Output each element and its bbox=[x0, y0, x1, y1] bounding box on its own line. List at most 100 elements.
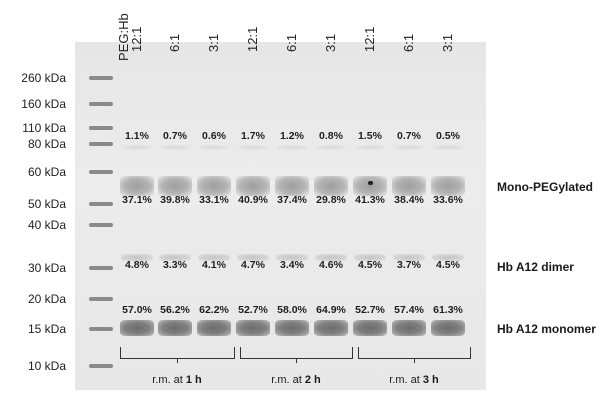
pct-dimer: 3.4% bbox=[280, 259, 304, 271]
ladder-label: 30 kDa bbox=[27, 261, 66, 275]
band-dimer bbox=[237, 254, 269, 261]
pct-dimer: 4.5% bbox=[436, 259, 460, 271]
pct-mono-pegylated: 37.1% bbox=[122, 194, 152, 206]
pct-monomer: 52.7% bbox=[238, 304, 268, 316]
band-high-mw bbox=[355, 145, 385, 150]
monomer-label: Hb A12 monomer bbox=[497, 322, 596, 336]
group-label: r.m. at 2 h bbox=[241, 375, 351, 386]
band-high-mw bbox=[394, 145, 424, 150]
band-mono-pegylated bbox=[236, 176, 270, 196]
band-mono-pegylated bbox=[275, 176, 309, 196]
dimer-label: Hb A12 dimer bbox=[497, 260, 574, 274]
band-monomer bbox=[431, 320, 465, 336]
band-high-mw bbox=[199, 145, 229, 150]
band-monomer bbox=[120, 320, 154, 336]
ladder-label: 110 kDa bbox=[22, 121, 66, 135]
lane-ratio-label: 3:1 bbox=[323, 33, 338, 52]
pct-dimer: 4.8% bbox=[125, 259, 149, 271]
band-high-mw bbox=[238, 145, 268, 150]
ladder-band bbox=[89, 170, 113, 174]
band-artifact-spot bbox=[368, 181, 373, 185]
pct-high-mw: 0.5% bbox=[436, 130, 460, 142]
band-dimer bbox=[432, 254, 464, 261]
lane-ratio-label: 12:1 bbox=[245, 26, 260, 52]
ladder-band bbox=[89, 364, 113, 368]
band-dimer bbox=[121, 254, 153, 261]
band-monomer bbox=[236, 320, 270, 336]
pct-high-mw: 0.7% bbox=[397, 130, 421, 142]
ladder-label: 80 kDa bbox=[27, 137, 66, 151]
pct-high-mw: 0.8% bbox=[319, 130, 343, 142]
ladder-label: 160 kDa bbox=[21, 97, 66, 111]
pct-monomer: 61.3% bbox=[433, 304, 463, 316]
band-dimer bbox=[159, 254, 191, 261]
band-dimer bbox=[198, 254, 230, 261]
ladder-band bbox=[89, 102, 113, 106]
ladder-band bbox=[89, 266, 113, 270]
pct-monomer: 57.4% bbox=[394, 304, 424, 316]
band-mono-pegylated bbox=[392, 176, 426, 196]
band-high-mw bbox=[122, 145, 152, 150]
band-monomer bbox=[275, 320, 309, 336]
pct-dimer: 4.7% bbox=[241, 259, 265, 271]
ladder-label: 50 kDa bbox=[27, 197, 66, 211]
group-bracket-tick bbox=[296, 358, 297, 363]
group-bracket-tick bbox=[414, 358, 415, 363]
group-label-prefix: r.m. at bbox=[389, 374, 423, 386]
pct-high-mw: 1.2% bbox=[280, 130, 304, 142]
band-monomer bbox=[392, 320, 426, 336]
ladder-band bbox=[89, 142, 113, 146]
ladder-label: 60 kDa bbox=[27, 165, 66, 179]
group-label-time: 3 h bbox=[422, 374, 439, 386]
band-dimer bbox=[354, 254, 386, 261]
ladder-label: 260 kDa bbox=[21, 71, 66, 85]
lane-ratio-label: 12:1 bbox=[129, 26, 144, 52]
lane-ratio-label: 3:1 bbox=[440, 33, 455, 52]
pct-dimer: 3.7% bbox=[397, 259, 421, 271]
band-dimer bbox=[393, 254, 425, 261]
band-mono-pegylated bbox=[314, 176, 348, 196]
ladder-band bbox=[89, 76, 113, 80]
band-mono-pegylated bbox=[120, 176, 154, 196]
ladder-band bbox=[89, 202, 113, 206]
pct-mono-pegylated: 37.4% bbox=[277, 194, 307, 206]
ladder-label: 40 kDa bbox=[27, 218, 66, 232]
pct-mono-pegylated: 33.6% bbox=[433, 194, 463, 206]
pct-high-mw: 0.7% bbox=[163, 130, 187, 142]
group-label-time: 1 h bbox=[185, 374, 202, 386]
pct-monomer: 64.9% bbox=[316, 304, 346, 316]
ladder-label: 15 kDa bbox=[27, 322, 66, 336]
band-mono-pegylated bbox=[197, 176, 231, 196]
pct-mono-pegylated: 39.8% bbox=[160, 194, 190, 206]
band-mono-pegylated bbox=[353, 176, 387, 196]
band-monomer bbox=[197, 320, 231, 336]
pct-monomer: 58.0% bbox=[277, 304, 307, 316]
pct-monomer: 57.0% bbox=[122, 304, 152, 316]
lane-ratio-label: 6:1 bbox=[401, 33, 416, 52]
group-label: r.m. at 3 h bbox=[359, 375, 469, 386]
band-mono-pegylated bbox=[158, 176, 192, 196]
lane-ratio-label: 6:1 bbox=[167, 33, 182, 52]
group-bracket-tick bbox=[177, 358, 178, 363]
pct-mono-pegylated: 41.3% bbox=[355, 194, 385, 206]
group-label-prefix: r.m. at bbox=[152, 374, 186, 386]
pct-high-mw: 1.1% bbox=[125, 130, 149, 142]
ladder-band bbox=[89, 223, 113, 227]
pct-mono-pegylated: 38.4% bbox=[394, 194, 424, 206]
pct-high-mw: 0.6% bbox=[202, 130, 226, 142]
band-dimer bbox=[315, 254, 347, 261]
band-high-mw bbox=[316, 145, 346, 150]
pct-mono-pegylated: 33.1% bbox=[199, 194, 229, 206]
group-label-prefix: r.m. at bbox=[271, 374, 305, 386]
pct-dimer: 4.5% bbox=[358, 259, 382, 271]
band-high-mw bbox=[160, 145, 190, 150]
band-dimer bbox=[276, 254, 308, 261]
group-label: r.m. at 1 h bbox=[122, 375, 232, 386]
ladder-label: 10 kDa bbox=[27, 359, 66, 373]
ladder-band bbox=[89, 297, 113, 301]
lane-ratio-label: 6:1 bbox=[284, 33, 299, 52]
lane-ratio-label: 12:1 bbox=[362, 26, 377, 52]
pct-dimer: 4.6% bbox=[319, 259, 343, 271]
lane-ratio-label: 3:1 bbox=[206, 33, 221, 52]
pct-mono-pegylated: 40.9% bbox=[238, 194, 268, 206]
